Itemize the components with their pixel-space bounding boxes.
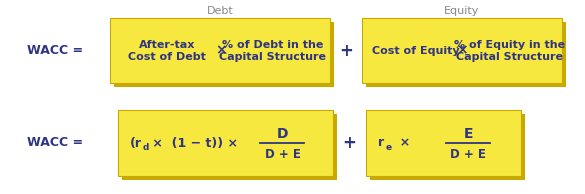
Text: Equity: Equity <box>445 6 480 16</box>
Text: Capital Structure: Capital Structure <box>219 53 326 62</box>
Text: E: E <box>463 127 473 141</box>
Text: ×: × <box>456 43 468 57</box>
Text: +: + <box>343 134 356 152</box>
Text: Debt: Debt <box>207 6 233 16</box>
Text: Cost of Debt: Cost of Debt <box>128 53 206 62</box>
Text: e: e <box>386 143 392 152</box>
Text: D: D <box>277 127 288 141</box>
Text: (r: (r <box>130 137 142 150</box>
Text: +: + <box>339 42 353 60</box>
Text: WACC =: WACC = <box>27 44 83 57</box>
Text: d: d <box>143 143 149 152</box>
Text: ×: × <box>215 43 227 57</box>
Text: % of Debt in the: % of Debt in the <box>222 40 324 49</box>
FancyBboxPatch shape <box>366 22 566 87</box>
Text: ×  (1 − t)) ×: × (1 − t)) × <box>148 137 238 150</box>
Text: Cost of Equity: Cost of Equity <box>372 46 460 55</box>
FancyBboxPatch shape <box>118 110 333 176</box>
Text: ×: × <box>391 137 410 150</box>
Text: Capital Structure: Capital Structure <box>456 53 563 62</box>
FancyBboxPatch shape <box>114 22 334 87</box>
FancyBboxPatch shape <box>362 18 562 83</box>
Text: D + E: D + E <box>450 147 486 160</box>
Text: D + E: D + E <box>264 147 301 160</box>
Text: % of Equity in the: % of Equity in the <box>455 40 566 49</box>
FancyBboxPatch shape <box>366 110 521 176</box>
FancyBboxPatch shape <box>370 114 525 180</box>
Text: After-tax: After-tax <box>139 40 195 49</box>
Text: WACC =: WACC = <box>27 137 83 150</box>
FancyBboxPatch shape <box>110 18 330 83</box>
Text: r: r <box>378 137 384 150</box>
FancyBboxPatch shape <box>122 114 337 180</box>
